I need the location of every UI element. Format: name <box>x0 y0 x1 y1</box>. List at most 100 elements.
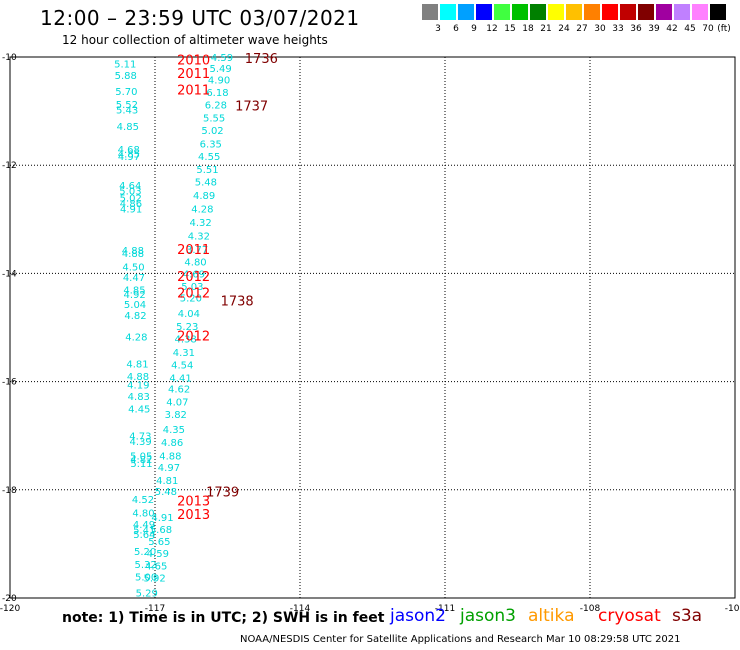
scale-swatch <box>494 4 510 20</box>
wave-height-point: 4.35 <box>163 425 185 436</box>
wave-height-point: 4.88 <box>122 246 144 257</box>
wave-height-point: 4.32 <box>188 232 210 243</box>
wave-height-point: 4.64 <box>119 181 141 192</box>
wave-height-point: 4.68 <box>118 145 140 156</box>
time-label: 1737 <box>235 100 268 115</box>
wave-height-point: 3.77 <box>186 245 208 256</box>
time-label: 2013 <box>177 508 210 523</box>
wave-height-point: 5.92 <box>144 573 166 584</box>
wave-height-point: 5.02 <box>201 126 223 137</box>
wave-height-point: 4.91 <box>120 204 142 215</box>
y-tick-label: -18 <box>2 486 17 496</box>
wave-height-point: 4.83 <box>128 392 150 403</box>
scale-swatch <box>674 4 690 20</box>
scale-label: 39 <box>648 24 660 34</box>
wave-height-point: 3.82 <box>165 410 187 421</box>
wave-height-point: 6.28 <box>205 101 227 112</box>
wave-height-point: 4.07 <box>166 398 188 409</box>
x-tick-label: -117 <box>145 604 165 614</box>
wave-height-point: 4.52 <box>132 495 154 506</box>
footer-note: note: 1) Time is in UTC; 2) SWH is in fe… <box>62 610 385 626</box>
wave-height-point: 4.38 <box>174 334 196 345</box>
time-label: 2012 <box>177 270 210 285</box>
wave-height-point: 5.29 <box>136 589 158 600</box>
time-label: 2011 <box>177 83 210 98</box>
scale-swatch <box>476 4 492 20</box>
x-tick-label: -108 <box>580 604 601 614</box>
mission-label-jason2: jason2 <box>390 606 446 626</box>
wave-height-point: 5.05 <box>130 452 152 463</box>
y-tick-label: -12 <box>2 161 17 171</box>
time-label: 1736 <box>245 52 278 67</box>
wave-height-point: 4.82 <box>124 311 146 322</box>
wave-height-point: 4.88 <box>159 452 181 463</box>
time-label: 2012 <box>177 286 210 301</box>
time-label: 2013 <box>177 495 210 510</box>
wave-height-point: 4.97 <box>158 463 180 474</box>
wave-height-point: 5.03 <box>181 282 203 293</box>
wave-height-point: 4.82 <box>130 455 152 466</box>
y-tick-label: -16 <box>2 378 17 388</box>
mission-label-cryosat: cryosat <box>598 606 661 626</box>
scale-swatch <box>602 4 618 20</box>
scale-swatch <box>620 4 636 20</box>
wave-height-point: 4.31 <box>173 348 195 359</box>
scale-label: 24 <box>558 24 570 34</box>
y-tick-label: -20 <box>2 594 17 604</box>
wave-height-point: 4.85 <box>118 149 140 160</box>
scale-swatch <box>566 4 582 20</box>
wave-height-point: 5.65 <box>148 537 170 548</box>
wave-height-point: 5.23 <box>176 322 198 333</box>
wave-height-point: 5.02 <box>120 194 142 205</box>
wave-height-point: 4.91 <box>151 513 173 524</box>
mission-label-altika: altika <box>528 606 575 626</box>
chart-title: 12:00 – 23:59 UTC 03/07/2021 <box>40 6 360 30</box>
y-tick-label: -10 <box>2 53 17 63</box>
wave-height-point: 4.80 <box>184 257 206 268</box>
scale-swatch <box>512 4 528 20</box>
wave-height-point: 5.00 <box>135 572 157 583</box>
scale-swatch <box>422 4 438 20</box>
wave-height-point: 4.85 <box>123 286 145 297</box>
scale-label: 21 <box>540 24 552 34</box>
wave-height-point: 5.49 <box>209 64 231 75</box>
wave-height-point: 5.68 <box>150 525 172 536</box>
wave-height-point: 4.80 <box>132 509 154 520</box>
wave-height-point: 4.89 <box>193 191 215 202</box>
wave-height-point: 4.86 <box>120 199 142 210</box>
scale-label: 3 <box>435 24 441 34</box>
time-label: 1739 <box>206 485 239 500</box>
wave-height-point: 4.69 <box>183 269 205 280</box>
scale-swatch <box>656 4 672 20</box>
time-label: 1738 <box>221 294 254 309</box>
time-label: 2011 <box>177 67 210 82</box>
scale-unit-label: (ft) <box>717 24 731 34</box>
wave-height-point: 4.88 <box>127 372 149 383</box>
wave-height-point: 4.04 <box>178 309 200 320</box>
plot-frame <box>9 56 736 599</box>
wave-height-point: 5.48 <box>195 177 217 188</box>
scale-label: 33 <box>612 24 624 34</box>
wave-height-point: 4.65 <box>145 562 167 573</box>
time-label: 2011 <box>177 243 210 258</box>
wave-height-point: 5.51 <box>196 165 218 176</box>
wave-height-point: 4.32 <box>190 218 212 229</box>
wave-height-point: 4.28 <box>191 204 213 215</box>
scale-label: 15 <box>504 24 516 34</box>
scale-label: 30 <box>594 24 606 34</box>
wave-height-point: 4.81 <box>156 476 178 487</box>
wave-height-point: 4.39 <box>129 437 151 448</box>
scale-swatch <box>548 4 564 20</box>
wave-height-point: 4.55 <box>198 152 220 163</box>
wave-height-point: 5.03 <box>119 187 141 198</box>
wave-height-point: 4.47 <box>123 273 145 284</box>
wave-height-point: 5.88 <box>115 71 137 82</box>
wave-height-point: 5.04 <box>124 300 146 311</box>
x-tick-label: -105 <box>725 604 740 614</box>
wave-height-point: 4.50 <box>122 262 144 273</box>
wave-height-point: 4.90 <box>208 76 230 87</box>
scale-swatch <box>710 4 726 20</box>
wave-height-point: 5.20 <box>180 294 202 305</box>
scale-swatch <box>530 4 546 20</box>
wave-height-point: 5.55 <box>203 114 225 125</box>
